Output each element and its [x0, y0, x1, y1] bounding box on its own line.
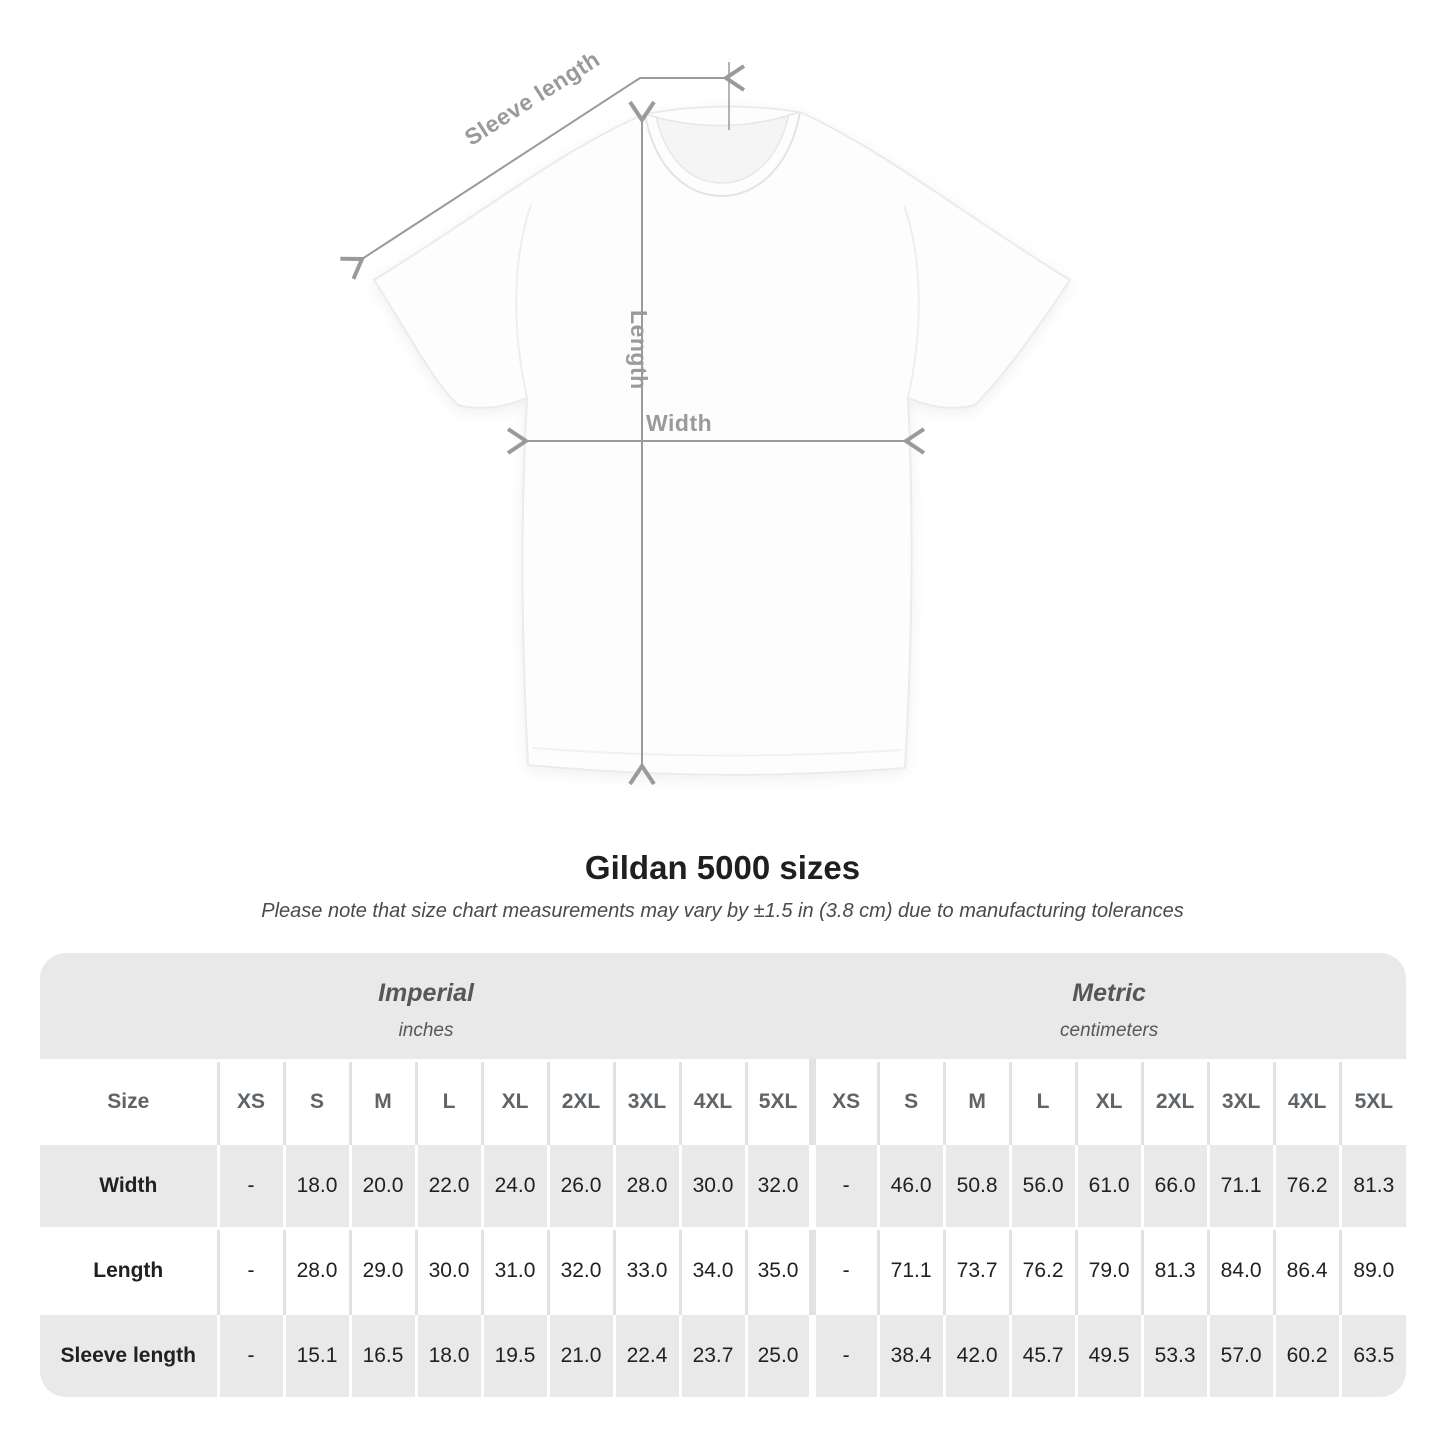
value-cell: 28.0	[282, 1227, 350, 1314]
value-cell: 28.0	[612, 1142, 680, 1229]
value-cell: 45.7	[1008, 1312, 1077, 1397]
value-cell: 22.0	[414, 1142, 482, 1229]
metric-size-header: 5XL	[1338, 1059, 1406, 1144]
value-cell: 30.0	[678, 1142, 746, 1229]
value-cell: 20.0	[348, 1142, 416, 1229]
imperial-group-header: Imperial inches	[40, 953, 813, 1061]
metric-group-subtitle: centimeters	[1060, 1019, 1159, 1041]
metric-group-header: Metric centimeters	[812, 953, 1406, 1061]
width-diagram-label: Width	[646, 410, 713, 436]
value-cell: 32.0	[546, 1227, 614, 1314]
value-cell: 33.0	[612, 1227, 680, 1314]
value-cell: 81.3	[1338, 1142, 1406, 1229]
value-cell: 79.0	[1074, 1227, 1143, 1314]
sleeve-length-arrow	[340, 64, 746, 280]
value-cell: 31.0	[480, 1227, 548, 1314]
value-cell: 15.1	[282, 1312, 350, 1397]
table-row-length: Length - 28.0 29.0 30.0 31.0 32.0 33.0 3…	[40, 1227, 1406, 1314]
imperial-group-subtitle: inches	[398, 1019, 454, 1041]
size-header-row: Size XS S M L XL 2XL 3XL 4XL 5XL XS S M …	[40, 1059, 1406, 1144]
tshirt-measurement-diagram: Sleeve length Length Width	[340, 46, 1072, 786]
imperial-size-header: XL	[480, 1059, 548, 1144]
value-cell: 32.0	[744, 1142, 813, 1229]
imperial-size-header: 5XL	[744, 1059, 813, 1144]
unit-group-header-row: Imperial inches Metric centimeters	[40, 953, 1406, 1061]
page-title: Gildan 5000 sizes	[584, 849, 861, 886]
row-label: Width	[40, 1142, 218, 1229]
value-cell: 81.3	[1140, 1227, 1209, 1314]
value-cell: 29.0	[348, 1227, 416, 1314]
row-label: Sleeve length	[40, 1312, 218, 1397]
size-table-grid: Imperial inches Metric centimeters Size …	[40, 953, 1406, 1397]
value-cell: -	[216, 1312, 284, 1397]
value-cell: -	[216, 1142, 284, 1229]
imperial-group-title: Imperial	[378, 979, 474, 1008]
value-cell: 30.0	[414, 1227, 482, 1314]
tshirt-illustration	[340, 62, 1072, 786]
size-table: Imperial inches Metric centimeters Size …	[40, 953, 1406, 1397]
value-cell: 76.2	[1272, 1142, 1341, 1229]
value-cell: 21.0	[546, 1312, 614, 1397]
value-cell: 19.5	[480, 1312, 548, 1397]
value-cell: 60.2	[1272, 1312, 1341, 1397]
metric-size-header: XS	[808, 1059, 879, 1144]
imperial-size-header: 4XL	[678, 1059, 746, 1144]
value-cell: 89.0	[1338, 1227, 1406, 1314]
value-cell: 61.0	[1074, 1142, 1143, 1229]
metric-size-header: 3XL	[1206, 1059, 1275, 1144]
metric-size-header: 2XL	[1140, 1059, 1209, 1144]
value-cell: 42.0	[942, 1312, 1011, 1397]
value-cell: 18.0	[414, 1312, 482, 1397]
measurement-arrows	[340, 62, 926, 786]
imperial-size-header: L	[414, 1059, 482, 1144]
imperial-size-header: XS	[216, 1059, 284, 1144]
value-cell: 34.0	[678, 1227, 746, 1314]
metric-size-header: 4XL	[1272, 1059, 1341, 1144]
value-cell: 49.5	[1074, 1312, 1143, 1397]
size-column-header: Size	[40, 1059, 218, 1144]
value-cell: 50.8	[942, 1142, 1011, 1229]
metric-size-header: M	[942, 1059, 1011, 1144]
imperial-size-header: 3XL	[612, 1059, 680, 1144]
value-cell: 23.7	[678, 1312, 746, 1397]
value-cell: 25.0	[744, 1312, 813, 1397]
value-cell: -	[216, 1227, 284, 1314]
value-cell: 57.0	[1206, 1312, 1275, 1397]
tolerance-note: Please note that size chart measurements…	[261, 900, 1184, 922]
value-cell: 16.5	[348, 1312, 416, 1397]
value-cell: -	[808, 1227, 879, 1314]
row-label: Length	[40, 1227, 218, 1314]
metric-size-header: L	[1008, 1059, 1077, 1144]
metric-size-header: XL	[1074, 1059, 1143, 1144]
metric-size-header: S	[876, 1059, 945, 1144]
imperial-size-header: S	[282, 1059, 350, 1144]
value-cell: 38.4	[876, 1312, 945, 1397]
value-cell: -	[808, 1142, 879, 1229]
value-cell: 66.0	[1140, 1142, 1209, 1229]
value-cell: 76.2	[1008, 1227, 1077, 1314]
value-cell: 46.0	[876, 1142, 945, 1229]
value-cell: 84.0	[1206, 1227, 1275, 1314]
table-row-sleeve-length: Sleeve length - 15.1 16.5 18.0 19.5 21.0…	[40, 1312, 1406, 1397]
imperial-size-header: M	[348, 1059, 416, 1144]
length-diagram-label: Length	[626, 310, 652, 390]
value-cell: 86.4	[1272, 1227, 1341, 1314]
value-cell: 35.0	[744, 1227, 813, 1314]
value-cell: 63.5	[1338, 1312, 1406, 1397]
value-cell: 71.1	[876, 1227, 945, 1314]
table-row-width: Width - 18.0 20.0 22.0 24.0 26.0 28.0 30…	[40, 1142, 1406, 1229]
value-cell: 73.7	[942, 1227, 1011, 1314]
imperial-size-header: 2XL	[546, 1059, 614, 1144]
value-cell: -	[808, 1312, 879, 1397]
value-cell: 71.1	[1206, 1142, 1275, 1229]
value-cell: 24.0	[480, 1142, 548, 1229]
value-cell: 18.0	[282, 1142, 350, 1229]
metric-group-title: Metric	[1072, 979, 1146, 1008]
value-cell: 53.3	[1140, 1312, 1209, 1397]
value-cell: 56.0	[1008, 1142, 1077, 1229]
value-cell: 22.4	[612, 1312, 680, 1397]
value-cell: 26.0	[546, 1142, 614, 1229]
